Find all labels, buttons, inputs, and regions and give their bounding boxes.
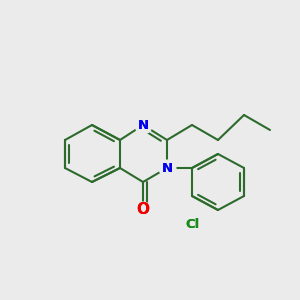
- Text: Cl: Cl: [185, 218, 199, 232]
- Text: Cl: Cl: [185, 218, 199, 232]
- Text: N: N: [137, 118, 148, 131]
- Text: O: O: [136, 202, 149, 217]
- Text: N: N: [137, 118, 148, 131]
- Text: O: O: [136, 202, 149, 217]
- Text: N: N: [161, 161, 172, 175]
- Text: N: N: [161, 161, 172, 175]
